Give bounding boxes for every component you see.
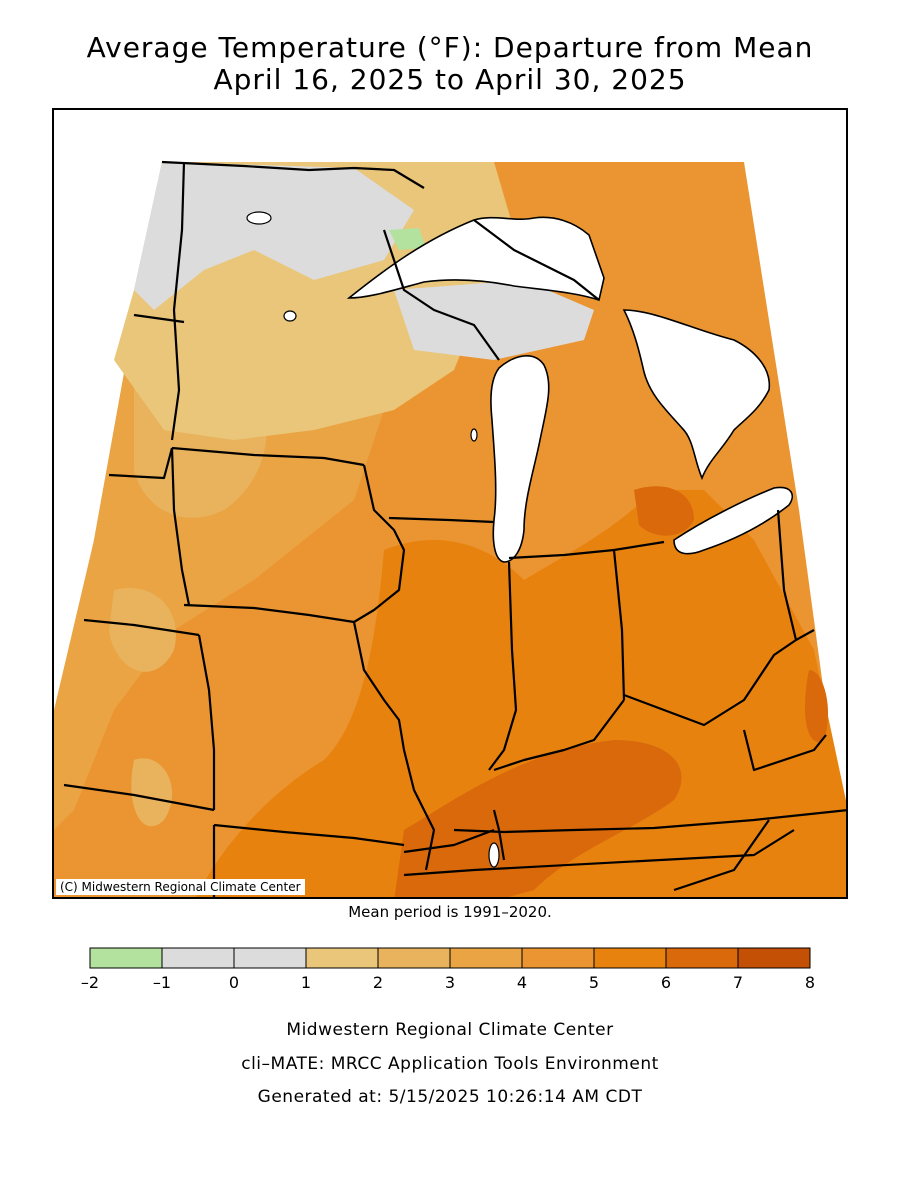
region-departure-2-3-south (131, 758, 173, 827)
legend-swatch (89, 947, 163, 969)
legend-swatch (593, 947, 667, 969)
map-canvas (54, 160, 846, 897)
legend-tick-label: –2 (81, 973, 99, 992)
legend-swatch (521, 947, 595, 969)
region-departure-5-6 (196, 490, 846, 897)
state-boundaries (63, 160, 846, 897)
legend-tick-label: 2 (373, 973, 383, 992)
region-departure-6-7-south (394, 740, 682, 897)
copyright-label: (C) Midwestern Regional Climate Center (56, 879, 305, 895)
map-title: Average Temperature (°F): Departure from… (86, 31, 814, 64)
legend-swatch (161, 947, 235, 969)
temperature-departure-map: (C) Midwestern Regional Climate Center (52, 108, 848, 899)
map-date-range: April 16, 2025 to April 30, 2025 (213, 63, 687, 96)
legend-swatch (233, 947, 307, 969)
legend-tick-label: 5 (589, 973, 599, 992)
region-departure-below-normal (389, 228, 426, 250)
inland-lakes (246, 211, 500, 868)
lake-superior (349, 217, 604, 300)
legend-tick-label: 8 (805, 973, 815, 992)
legend-swatch (305, 947, 379, 969)
region-departure-2-3-plains (109, 588, 176, 672)
region-departure-0-1-upper-peninsula (394, 280, 594, 360)
lake-erie (674, 487, 793, 554)
footer-organization: Midwestern Regional Climate Center (286, 1020, 614, 1040)
legend-swatch (449, 947, 523, 969)
lake-michigan (490, 355, 549, 562)
legend-tick-label: 4 (517, 973, 527, 992)
legend-swatch (377, 947, 451, 969)
mean-period-note: Mean period is 1991–2020. (348, 903, 552, 921)
legend-tick-label: 7 (733, 973, 743, 992)
legend-tick-label: 3 (445, 973, 455, 992)
legend-tick-label: 1 (301, 973, 311, 992)
great-lakes-shorelines (346, 216, 793, 563)
footer-tool-name: cli–MATE: MRCC Application Tools Environ… (241, 1054, 659, 1074)
legend-swatch (665, 947, 739, 969)
legend-swatch (737, 947, 811, 969)
color-legend: –2 –1 0 1 2 3 4 5 6 7 8 (81, 947, 815, 992)
region-departure-6-7-michigan (634, 486, 694, 536)
lake-huron (624, 310, 770, 478)
region-departure-6-7-east (804, 670, 829, 742)
legend-tick-label: 6 (661, 973, 671, 992)
footer-generated-at: Generated at: 5/15/2025 10:26:14 AM CDT (257, 1087, 643, 1107)
legend-tick-label: 0 (229, 973, 239, 992)
region-departure-0-1-north (134, 162, 414, 310)
legend-tick-label: –1 (153, 973, 171, 992)
